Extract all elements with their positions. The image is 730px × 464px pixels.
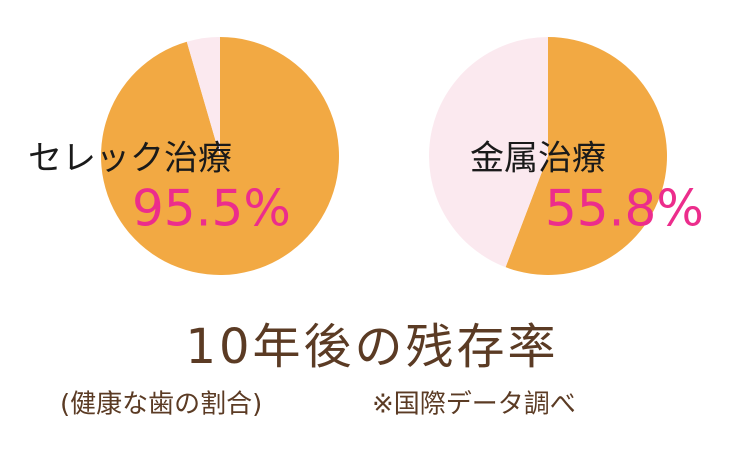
- pie-slice: [186, 37, 220, 156]
- chart-title: 10年後の残存率: [185, 319, 558, 375]
- pie-label: 金属治療: [470, 139, 606, 179]
- note: (健康な歯の割合): [60, 390, 262, 420]
- pie-slice: [428, 37, 548, 268]
- pie-slice: [505, 37, 667, 275]
- value-label: 55.8%: [545, 180, 704, 238]
- pie-label: セレック治療: [28, 139, 232, 179]
- value-label: 95.5%: [132, 180, 291, 238]
- source: ※国際データ調べ: [372, 390, 576, 420]
